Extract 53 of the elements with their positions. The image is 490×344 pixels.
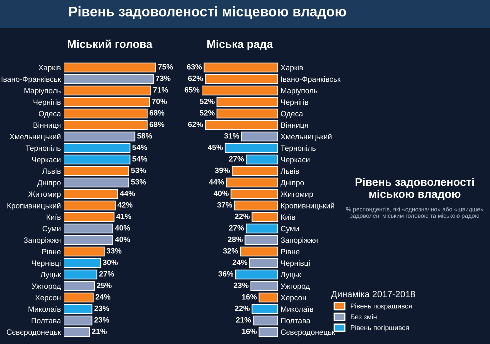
bar <box>64 246 105 257</box>
text: Рівень задоволеності місцевою владою <box>70 6 346 20</box>
chart-title: Міська рада <box>208 40 274 50</box>
bar <box>64 235 114 246</box>
bar <box>253 316 278 326</box>
bar <box>64 132 136 142</box>
bar <box>216 97 278 108</box>
bar <box>246 224 278 234</box>
bar <box>64 74 154 84</box>
bar <box>252 304 278 314</box>
bar <box>64 97 150 108</box>
bar <box>232 166 278 176</box>
bar <box>241 132 278 142</box>
bar <box>216 108 278 119</box>
bar <box>64 224 114 234</box>
bar <box>64 154 131 165</box>
legend-title: Динаміка 2017-2018 <box>331 290 416 300</box>
bar <box>64 189 118 200</box>
bar <box>205 120 278 130</box>
bar <box>250 258 278 268</box>
bar <box>64 178 130 188</box>
bar <box>64 62 156 73</box>
bar <box>230 189 278 200</box>
bar <box>258 292 278 303</box>
bar <box>64 292 94 303</box>
bar <box>235 270 278 280</box>
bar <box>234 200 278 211</box>
bar <box>64 270 98 280</box>
bar <box>64 212 115 222</box>
bar <box>64 258 102 268</box>
bar <box>64 200 116 211</box>
bar <box>244 235 278 246</box>
chart-title: Міський голова <box>68 40 153 48</box>
bar <box>226 178 278 188</box>
bar <box>224 143 278 154</box>
bar <box>64 316 93 326</box>
bar <box>258 327 278 338</box>
bar <box>204 62 278 73</box>
bar <box>205 74 278 84</box>
text: Рівень задоволеності міською владою <box>356 178 474 200</box>
bar <box>64 86 152 96</box>
bar <box>252 212 278 222</box>
bar <box>64 327 90 338</box>
bar <box>64 143 131 154</box>
bar <box>240 246 278 257</box>
bar <box>246 154 278 165</box>
bar <box>64 304 93 314</box>
bar <box>202 86 278 96</box>
bar <box>250 281 278 292</box>
bar <box>64 108 148 119</box>
bar <box>64 166 130 176</box>
bar <box>64 281 96 292</box>
bar <box>64 120 148 130</box>
